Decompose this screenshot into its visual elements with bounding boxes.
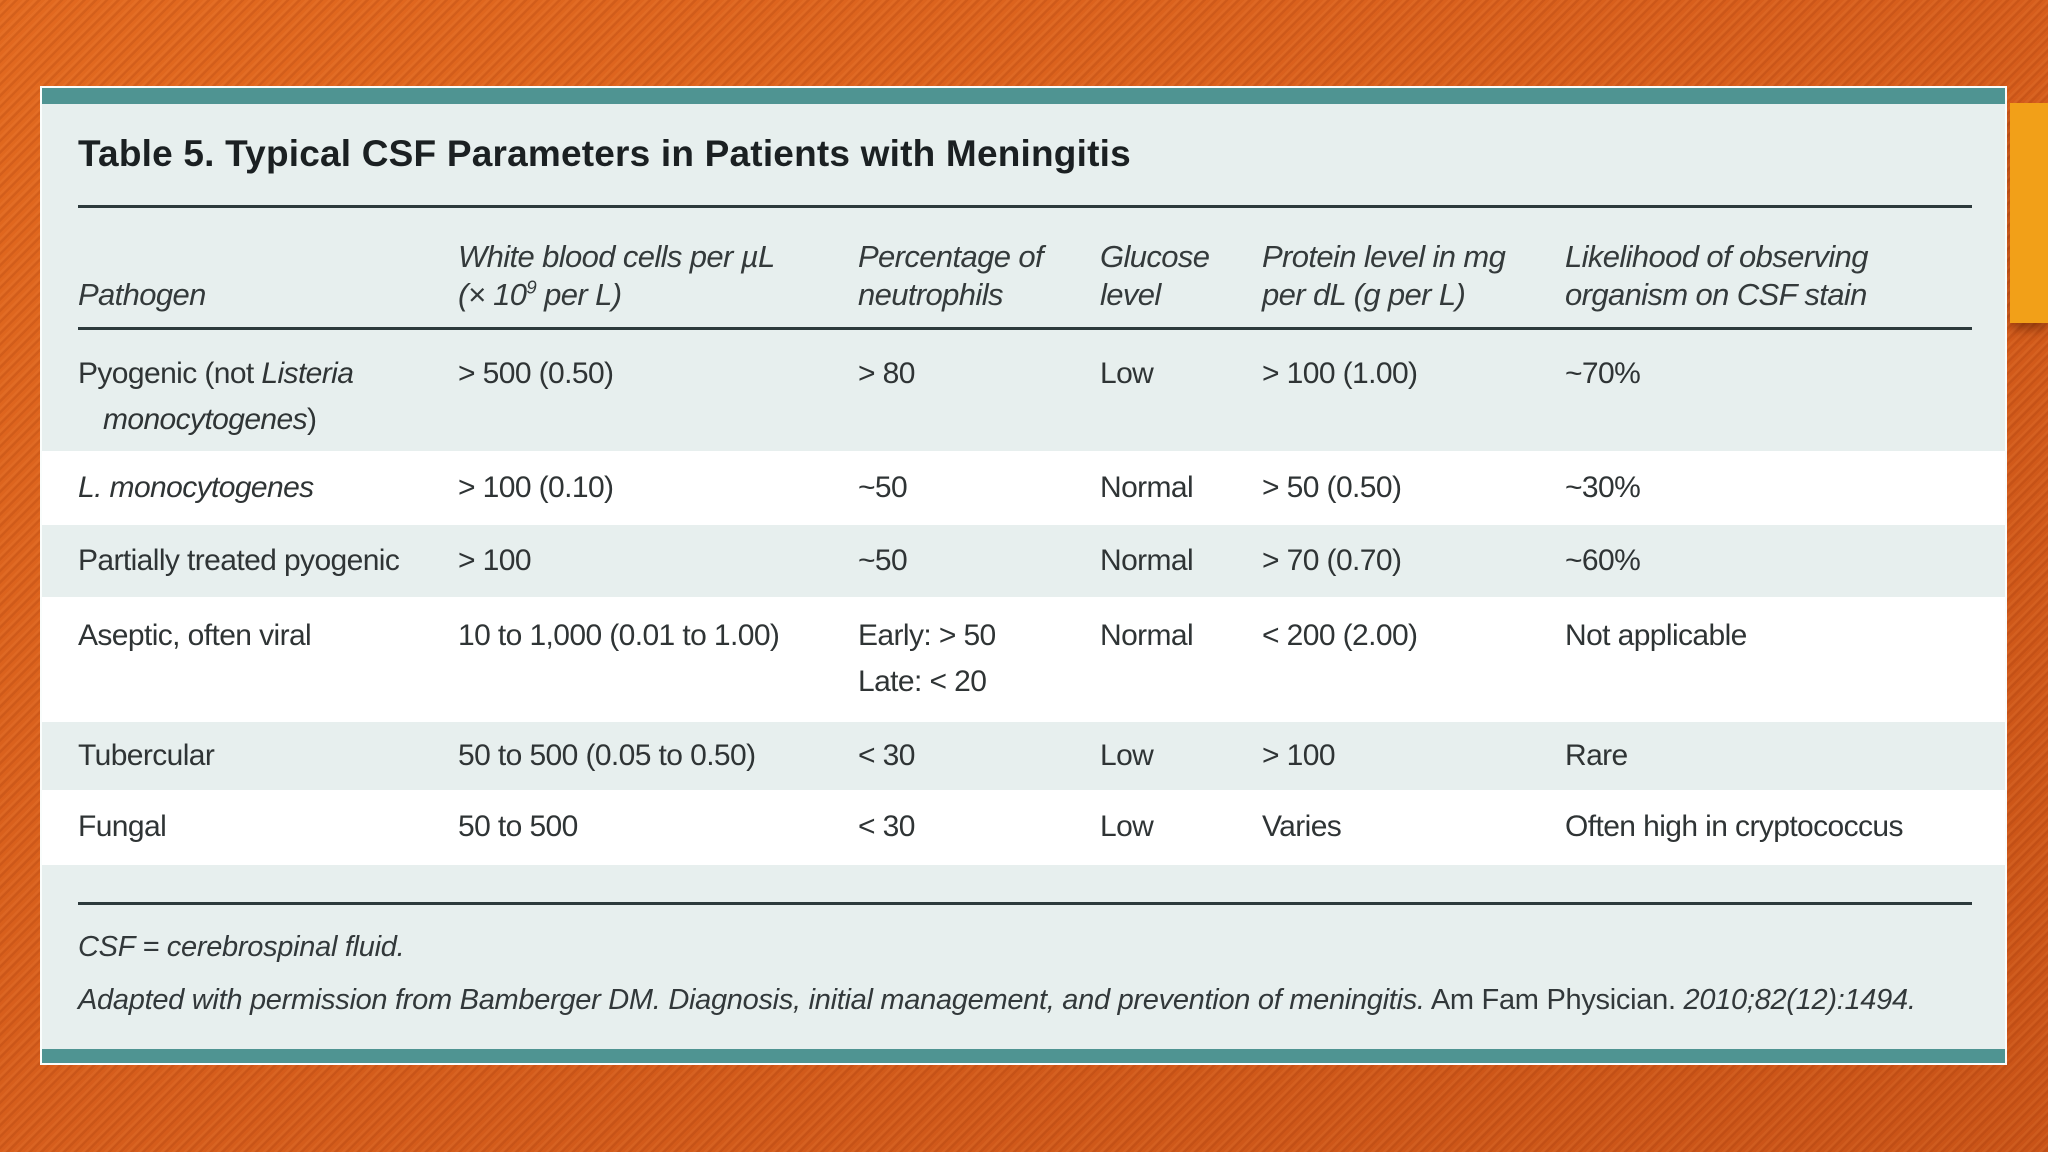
cell-pathogen: Fungal [78,810,167,843]
table-row: Fungal 50 to 500 < 30 Low Varies Often h… [42,790,2005,865]
cell-wbc: 50 to 500 [458,810,578,843]
cell-neutrophils: < 30 [858,810,915,843]
cell-stain: ~60% [1565,544,1641,577]
cell-protein: > 70 (0.70) [1262,544,1402,577]
cell-pathogen: L. monocytogenes [78,471,314,504]
cell-wbc: > 500 (0.50) [458,357,614,390]
column-header-stain: Likelihood of observing organism on CSF … [1565,239,1868,312]
cell-stain: Rare [1565,739,1628,772]
cell-protein: < 200 (2.00) [1262,619,1418,652]
cell-glucose: Normal [1100,544,1194,577]
card-bottom-teal-bar [42,1049,2005,1063]
cell-protein: > 100 [1262,739,1336,772]
cell-neutrophils: ~50 [858,471,908,504]
cell-protein: Varies [1262,810,1342,843]
cell-wbc: > 100 [458,544,532,577]
footnote-credit: Adapted with permission from Bamberger D… [78,984,1916,1016]
cell-stain: Often high in cryptococcus [1565,810,1904,843]
cell-glucose: Normal [1100,471,1194,504]
table-row: Aseptic, often viral 10 to 1,000 (0.01 t… [42,597,2005,722]
table-row: L. monocytogenes > 100 (0.10) ~50 Normal… [42,451,2005,525]
cell-glucose: Low [1100,357,1154,390]
table-header-row: Pathogen White blood cells per µL (× 109… [42,208,2005,327]
card-top-teal-bar [42,88,2005,104]
cell-neutrophils: Early: > 50 Late: < 20 [858,619,996,698]
cell-stain: ~30% [1565,471,1641,504]
table-row: Tubercular 50 to 500 (0.05 to 0.50) < 30… [42,722,2005,790]
column-header-protein: Protein level in mg per dL (g per L) [1262,239,1506,312]
cell-wbc: 10 to 1,000 (0.01 to 1.00) [458,619,780,652]
cell-pathogen: Aseptic, often viral [78,619,312,652]
cell-protein: > 50 (0.50) [1262,471,1402,504]
cell-glucose: Low [1100,810,1154,843]
table-row: Partially treated pyogenic > 100 ~50 Nor… [42,525,2005,597]
cell-pathogen: Tubercular [78,739,215,772]
amber-accent-bar [2010,103,2048,323]
header-rule [78,327,1972,330]
footnote-abbreviation: CSF = cerebrospinal fluid. [78,931,405,963]
cell-neutrophils: > 80 [858,357,915,390]
cell-neutrophils: ~50 [858,544,908,577]
cell-protein: > 100 (1.00) [1262,357,1418,390]
superscript-9: 9 [526,276,537,298]
card-content: Table 5. Typical CSF Parameters in Patie… [42,104,2005,1049]
column-header-glucose: Glucose level [1100,239,1210,312]
table-title: Table 5. Typical CSF Parameters in Patie… [78,133,1131,174]
cell-glucose: Low [1100,739,1154,772]
column-header-neutrophils: Percentage of neutrophils [858,239,1044,312]
title-rule [78,205,1972,208]
table-card: Table 5. Typical CSF Parameters in Patie… [40,86,2007,1065]
cell-wbc: 50 to 500 (0.05 to 0.50) [458,739,756,772]
cell-stain: Not applicable [1565,619,1747,652]
column-header-wbc: White blood cells per µL (× 109 per L) [458,239,775,312]
cell-neutrophils: < 30 [858,739,915,772]
cell-stain: ~70% [1565,357,1641,390]
cell-pathogen: Partially treated pyogenic [78,544,400,577]
cell-pathogen: Pyogenic (not Listeria monocytogenes) [78,357,354,436]
cell-glucose: Normal [1100,619,1194,652]
column-header-pathogen: Pathogen [78,277,206,312]
footer-rule [78,902,1972,905]
table-row: Pyogenic (not Listeria monocytogenes) > … [42,330,2005,451]
cell-wbc: > 100 (0.10) [458,471,614,504]
